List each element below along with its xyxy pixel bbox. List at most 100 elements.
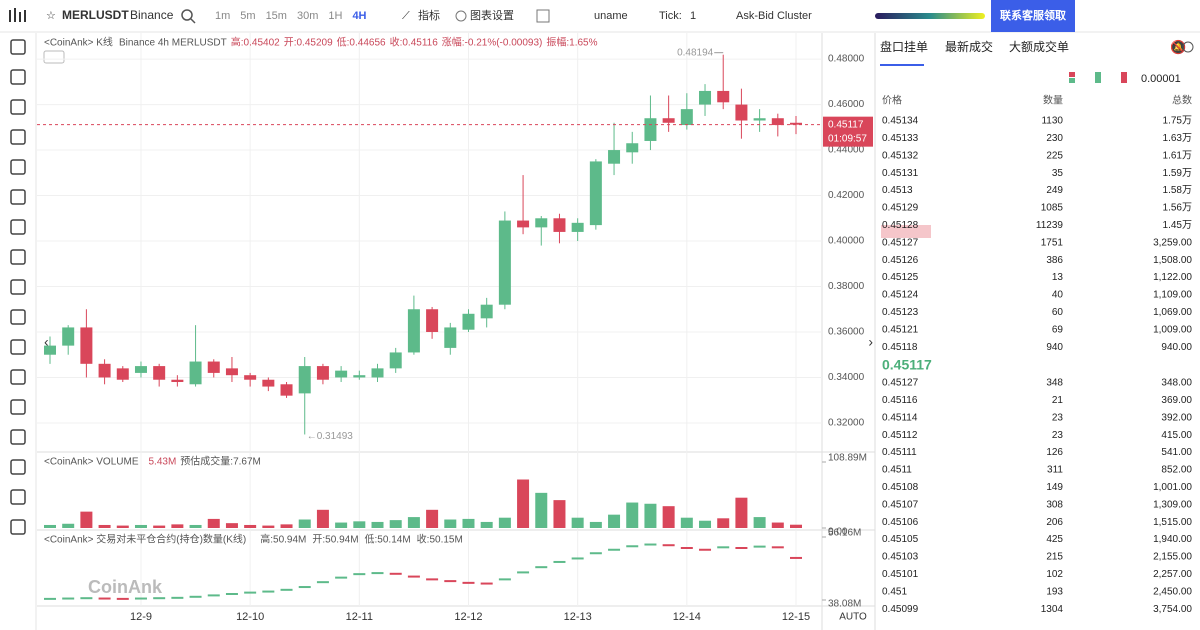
collapse-right[interactable]: › bbox=[868, 334, 873, 350]
indicators-button[interactable]: 指标 bbox=[418, 8, 440, 22]
legend-title: <CoinAnk> VOLUME bbox=[44, 457, 139, 468]
tool-icon[interactable] bbox=[10, 369, 26, 385]
user[interactable]: uname bbox=[594, 10, 628, 22]
book-cell: 0.45124 bbox=[882, 290, 919, 301]
volume-bar bbox=[662, 506, 675, 528]
tool-icon[interactable] bbox=[10, 459, 26, 475]
volume-bar bbox=[280, 524, 293, 528]
x-tick-label: 12-12 bbox=[454, 611, 482, 623]
book-cell: 0.45125 bbox=[882, 272, 919, 283]
legend-stat: 高:50.94M bbox=[260, 533, 306, 546]
volume-bar bbox=[608, 514, 621, 528]
volume-bar bbox=[353, 521, 366, 528]
alert-icon[interactable]: 🔕 bbox=[1170, 39, 1186, 54]
tool-icon[interactable] bbox=[10, 429, 26, 445]
book-cell: 0.45105 bbox=[882, 534, 919, 545]
y-tick-label: 0.00 bbox=[828, 527, 848, 538]
y-tick-label: 56.16M bbox=[828, 528, 861, 539]
logo bbox=[9, 8, 26, 22]
book-cell: 21 bbox=[1052, 395, 1064, 406]
heat-gradient[interactable] bbox=[875, 13, 985, 19]
tool-icon[interactable] bbox=[10, 69, 26, 85]
candle-body bbox=[98, 363, 111, 378]
tool-icon[interactable] bbox=[10, 219, 26, 235]
volume-bar bbox=[371, 521, 384, 528]
row-highlight bbox=[881, 225, 931, 238]
cluster-select[interactable]: Ask-Bid Cluster bbox=[736, 10, 812, 22]
volume-bar bbox=[553, 500, 566, 528]
tool-icon[interactable] bbox=[10, 399, 26, 415]
book-cell: 3,259.00 bbox=[1153, 237, 1192, 248]
tool-icon[interactable] bbox=[10, 489, 26, 505]
x-tick-label: 12-9 bbox=[130, 611, 152, 623]
legend-stat: 收:0.45116 bbox=[390, 36, 439, 49]
interval-button[interactable]: 30m bbox=[297, 10, 318, 22]
settings-icon[interactable] bbox=[1182, 41, 1194, 53]
tool-icon[interactable] bbox=[10, 39, 26, 55]
y-tick-label: 0.38000 bbox=[828, 281, 865, 292]
tool-icon[interactable] bbox=[10, 189, 26, 205]
tool-icon[interactable] bbox=[10, 339, 26, 355]
volume-bar bbox=[189, 524, 202, 528]
legend-source: Binance 4h MERLUSDT bbox=[119, 38, 227, 49]
book-cell: 0.45134 bbox=[882, 116, 919, 127]
tool-icon[interactable] bbox=[10, 159, 26, 175]
book-cell: 308 bbox=[1046, 499, 1063, 510]
tool-icon[interactable] bbox=[10, 249, 26, 265]
book-cell: 126 bbox=[1046, 447, 1063, 458]
collapse-legend[interactable] bbox=[43, 50, 65, 64]
book-cell: 206 bbox=[1046, 517, 1063, 528]
tick-value[interactable]: 1 bbox=[690, 10, 696, 22]
candle-body bbox=[171, 379, 184, 383]
auto-scale[interactable]: AUTO bbox=[839, 612, 867, 623]
volume-bar bbox=[316, 509, 329, 528]
candle-body bbox=[280, 384, 293, 396]
candle-body bbox=[244, 375, 257, 380]
book-cell: 0.45133 bbox=[882, 133, 919, 144]
tool-icon[interactable] bbox=[10, 129, 26, 145]
book-cell: 1130 bbox=[1041, 116, 1063, 127]
countdown: 01:09:57 bbox=[828, 133, 867, 144]
precision-select[interactable]: 0.00001 bbox=[1141, 73, 1181, 85]
interval-button[interactable]: 4H bbox=[352, 10, 366, 22]
candle-body bbox=[535, 218, 548, 228]
tool-icon[interactable] bbox=[10, 99, 26, 115]
tool-icon[interactable] bbox=[10, 279, 26, 295]
exchange: Binance bbox=[130, 8, 174, 22]
book-cell: 35 bbox=[1052, 168, 1064, 179]
last-price: 0.45117 bbox=[828, 119, 864, 130]
book-cell: 0.45118 bbox=[882, 342, 918, 353]
low-annotation: ←0.31493 bbox=[307, 431, 354, 442]
candle-body bbox=[389, 352, 402, 369]
book-cell: 0.45103 bbox=[882, 552, 919, 563]
layout-icon[interactable] bbox=[536, 9, 550, 23]
promo-button[interactable] bbox=[991, 0, 1075, 32]
book-cell: 0.45127 bbox=[882, 378, 919, 389]
candle-body bbox=[316, 366, 329, 380]
tool-icon[interactable] bbox=[10, 519, 26, 535]
book-tab[interactable]: 最新成交 bbox=[945, 39, 993, 54]
volume-bar bbox=[571, 517, 584, 528]
tool-icon[interactable] bbox=[10, 309, 26, 325]
book-tab[interactable]: 盘口挂单 bbox=[880, 39, 928, 54]
book-view-icons[interactable] bbox=[1069, 72, 1127, 83]
interval-button[interactable]: 5m bbox=[240, 10, 255, 22]
legend-estimate: 预估成交量:7.67M bbox=[180, 455, 261, 468]
x-tick-label: 12-10 bbox=[236, 611, 264, 623]
volume-bar bbox=[626, 502, 639, 528]
settings-button[interactable]: 图表设置 bbox=[470, 8, 514, 22]
promo-text[interactable]: 联系客服领取 bbox=[1000, 8, 1066, 22]
interval-button[interactable]: 1H bbox=[328, 10, 342, 22]
book-tab[interactable]: 大额成交单 bbox=[1009, 39, 1069, 54]
candle-body bbox=[644, 118, 657, 141]
collapse-left[interactable]: ‹ bbox=[44, 334, 49, 350]
y-tick-label: 0.34000 bbox=[828, 372, 865, 383]
interval-button[interactable]: 15m bbox=[266, 10, 287, 22]
symbol[interactable]: MERLUSDT bbox=[62, 8, 129, 22]
star-icon[interactable]: ☆ bbox=[46, 10, 56, 22]
search-icon[interactable] bbox=[181, 9, 196, 24]
legend-stat: 振幅:1.65% bbox=[546, 36, 597, 49]
interval-button[interactable]: 1m bbox=[215, 10, 230, 22]
book-cell: 0.45121 bbox=[882, 324, 919, 335]
volume-bar bbox=[699, 520, 712, 528]
